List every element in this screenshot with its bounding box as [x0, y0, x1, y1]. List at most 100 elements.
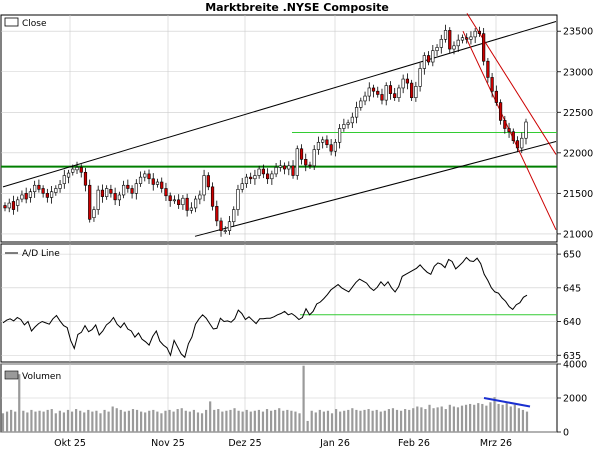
x-tick-label: Dez 25: [228, 438, 261, 449]
volume-bar: [10, 409, 13, 432]
candle-body: [507, 128, 511, 133]
candle-body: [210, 186, 215, 207]
price-y-tick-label: 21000: [563, 229, 593, 240]
candle-body: [45, 193, 49, 198]
volume-bar: [517, 408, 520, 432]
volume-bar: [444, 409, 447, 432]
price-y-tick-label: 22500: [563, 108, 593, 119]
price-y-tick-label: 21500: [563, 189, 593, 200]
volume-bar: [452, 406, 455, 432]
volume-bar: [416, 406, 419, 432]
volume-y-tick-label: 2000: [563, 394, 587, 405]
volume-bar: [387, 409, 390, 432]
candle-body: [494, 90, 498, 103]
volume-bar: [34, 411, 37, 432]
candle-body: [359, 100, 363, 108]
candle-body: [304, 159, 308, 166]
uptrend-channel-upper: [2, 21, 557, 188]
volume-bar: [513, 404, 516, 432]
volume-bar: [343, 410, 346, 432]
volume-bar: [144, 412, 147, 432]
volume-trend-line: [483, 397, 531, 408]
candle-body: [240, 183, 244, 190]
candle-body: [465, 37, 469, 40]
volume-bar: [505, 403, 508, 432]
volume-bar: [225, 410, 228, 432]
candle-body: [321, 139, 325, 143]
volume-bar: [200, 413, 204, 432]
candle-body: [354, 107, 359, 118]
candle-body: [20, 194, 24, 200]
axis-layer: Okt 25 Nov 25 Dez 25 Jan 26 Feb 26 Mrz 26 2100…: [54, 27, 593, 449]
volume-bar: [221, 411, 224, 432]
candle-body: [414, 86, 418, 98]
volume-bar: [265, 409, 269, 432]
candle-body: [448, 30, 452, 50]
candle-body: [299, 148, 304, 160]
volume-bar: [30, 409, 33, 432]
volume-bar: [501, 404, 504, 432]
volume-bar: [245, 409, 248, 432]
volume-bar: [99, 413, 102, 432]
candle-body: [66, 172, 71, 178]
close-legend-icon: [4, 17, 19, 27]
volume-bar: [399, 410, 403, 432]
price-panel-frame: [0, 14, 558, 243]
candle-body: [134, 183, 138, 194]
candle-body: [350, 116, 354, 124]
volume-bar: [347, 409, 350, 432]
volume-bar: [152, 409, 155, 432]
candle-body: [16, 199, 20, 206]
volume-bar: [424, 409, 427, 432]
candle-body: [401, 78, 405, 89]
candle-body: [363, 95, 367, 102]
candle-body: [524, 121, 528, 139]
volume-bar: [473, 404, 476, 432]
volume-bar: [408, 409, 411, 432]
candle-body: [316, 141, 321, 150]
volume-y-tick-label: 0: [563, 428, 569, 439]
candle-body: [371, 87, 376, 92]
candle-body: [155, 181, 160, 185]
volume-bar: [38, 410, 41, 432]
candle-body: [469, 36, 473, 40]
volume-panel: [1, 365, 531, 432]
volume-bar: [351, 408, 354, 432]
candle-body: [244, 176, 249, 184]
volume-bar: [205, 409, 208, 432]
price-panel: [1, 13, 557, 237]
ad-line-legend-label: A/D Line: [22, 249, 60, 259]
volume-bar: [91, 411, 94, 432]
volume-bar: [330, 413, 334, 432]
candle-body: [435, 47, 439, 51]
candle-body: [206, 175, 210, 188]
candle-body: [490, 77, 494, 92]
volume-bar: [1, 413, 5, 432]
price-y-tick-label: 23500: [563, 27, 593, 38]
volume-bar: [481, 403, 484, 432]
ad-panel-frame: [0, 243, 558, 363]
volume-bar: [286, 409, 289, 432]
volume-bar: [229, 409, 232, 432]
candle-body: [388, 85, 393, 94]
volume-bar: [278, 408, 281, 432]
candle-body: [287, 165, 291, 170]
volume-bar: [326, 410, 330, 432]
price-y-tick-label: 23000: [563, 67, 593, 78]
volume-bar: [22, 410, 25, 432]
volume-bar: [448, 404, 451, 432]
volume-bar: [115, 408, 118, 432]
volume-bar: [168, 409, 171, 432]
candle-body: [11, 201, 16, 210]
candle-body: [117, 194, 121, 201]
candle-body: [270, 173, 274, 180]
candle-body: [3, 205, 7, 209]
volume-bar: [257, 409, 261, 432]
volume-bar: [135, 409, 139, 432]
candle-body: [422, 55, 426, 69]
volume-bar: [103, 409, 106, 432]
volume-bar: [75, 409, 78, 432]
volume-bar: [249, 411, 252, 432]
volume-bar: [404, 409, 407, 432]
